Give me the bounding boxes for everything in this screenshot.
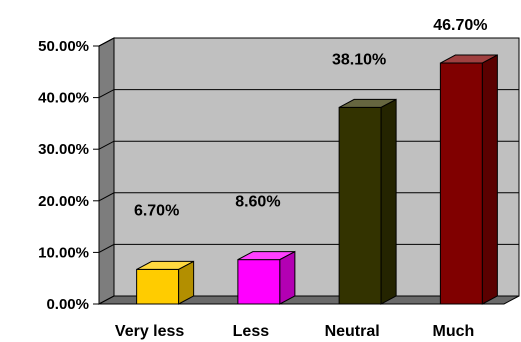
bar bbox=[439, 54, 498, 305]
bar-side bbox=[178, 260, 195, 305]
y-tick-label: 0.00% bbox=[46, 296, 89, 313]
bars bbox=[136, 54, 498, 305]
data-label: 6.70% bbox=[134, 202, 179, 219]
bar bbox=[338, 98, 397, 305]
gridline bbox=[98, 89, 519, 99]
y-tick-label: 40.00% bbox=[38, 90, 89, 107]
side-wall bbox=[98, 37, 115, 305]
gridline bbox=[98, 37, 519, 47]
data-label: 46.70% bbox=[433, 17, 487, 34]
x-category-label: Less bbox=[233, 323, 270, 340]
bar-side bbox=[380, 98, 397, 305]
y-tick-label: 20.00% bbox=[38, 193, 89, 210]
x-category-label: Much bbox=[432, 323, 474, 340]
bar-front bbox=[439, 62, 483, 305]
data-label: 38.10% bbox=[332, 51, 386, 68]
bar-front bbox=[338, 106, 382, 305]
bar-front bbox=[136, 268, 180, 305]
bar-side bbox=[481, 54, 498, 305]
bar bbox=[237, 250, 296, 305]
x-axis-category-labels: Very less Less Neutral Much bbox=[115, 323, 474, 340]
x-category-label: Neutral bbox=[325, 323, 380, 340]
y-tick-label: 30.00% bbox=[38, 141, 89, 158]
y-tick-label: 10.00% bbox=[38, 244, 89, 261]
data-labels: 6.70% 8.60% 38.10% 46.70% bbox=[134, 17, 488, 219]
bar bbox=[136, 260, 195, 305]
x-category-label: Very less bbox=[115, 323, 185, 340]
bar-front bbox=[237, 259, 281, 305]
y-tick-label: 50.00% bbox=[38, 38, 89, 55]
bar-side bbox=[279, 250, 296, 305]
y-axis-tick-labels: 0.00% 10.00% 20.00% 30.00% 40.00% 50.00% bbox=[38, 38, 89, 313]
data-label: 8.60% bbox=[235, 194, 280, 211]
